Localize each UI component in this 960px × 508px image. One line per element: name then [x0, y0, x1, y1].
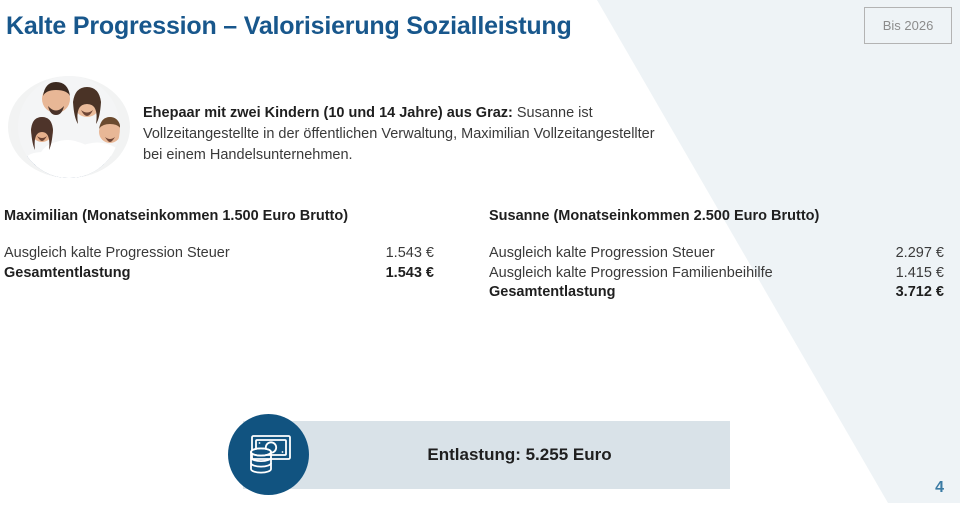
person-column-susanne: Susanne (Monatseinkommen 2.500 Euro Brut…	[489, 208, 944, 303]
intro-text: Ehepaar mit zwei Kindern (10 und 14 Jahr…	[143, 103, 663, 166]
family-photo	[8, 76, 130, 178]
figure-row-total: Gesamtentlastung 1.543 €	[4, 264, 434, 284]
intro-body: Susanne ist Vollzeitangestellte in der ö…	[143, 105, 655, 163]
person-heading: Maximilian (Monatseinkommen 1.500 Euro B…	[4, 208, 349, 224]
money-banknote-coins-icon	[228, 414, 309, 495]
figure-value: 3.712 €	[895, 284, 944, 300]
figure-row-total: Gesamtentlastung 3.712 €	[489, 283, 944, 303]
figure-row: Ausgleich kalte Progression Familienbeih…	[489, 264, 944, 284]
page-title: Kalte Progression – Valorisierung Sozial…	[6, 12, 572, 40]
person-heading: Susanne (Monatseinkommen 2.500 Euro Brut…	[489, 208, 820, 224]
person-column-maximilian: Maximilian (Monatseinkommen 1.500 Euro B…	[4, 208, 434, 283]
figure-label: Gesamtentlastung	[4, 264, 131, 281]
figure-value: 1.543 €	[385, 264, 434, 281]
figure-label: Ausgleich kalte Progression Familienbeih…	[489, 264, 773, 281]
figure-label: Ausgleich kalte Progression Steuer	[489, 245, 715, 261]
figure-label: Gesamtentlastung	[489, 284, 616, 300]
period-badge: Bis 2026	[864, 7, 952, 44]
intro-lead: Ehepaar mit zwei Kindern (10 und 14 Jahr…	[143, 105, 513, 121]
summary-label: Entlastung: 5.255 Euro	[427, 445, 612, 464]
figure-value: 1.415 €	[895, 264, 944, 281]
figure-row: Ausgleich kalte Progression Steuer 2.297…	[489, 244, 944, 264]
page-number: 4	[935, 479, 944, 496]
figure-value: 1.543 €	[385, 245, 434, 261]
figure-row: Ausgleich kalte Progression Steuer 1.543…	[4, 244, 434, 264]
figure-value: 2.297 €	[895, 245, 944, 261]
figure-label: Ausgleich kalte Progression Steuer	[4, 245, 230, 261]
